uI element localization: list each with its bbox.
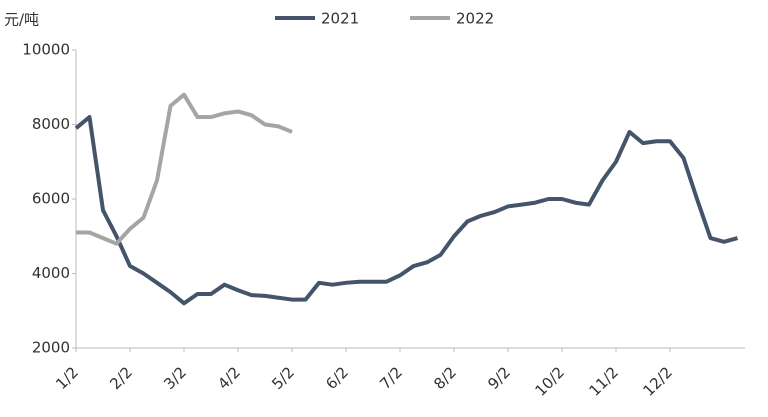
y-tick-label: 2000 — [32, 339, 70, 357]
x-tick-label: 12/2 — [639, 363, 676, 400]
x-tick-label: 5/2 — [268, 363, 298, 393]
y-axis-label: 元/吨 — [4, 11, 39, 29]
y-tick-label: 4000 — [32, 264, 70, 282]
legend-label: 2021 — [321, 10, 359, 28]
x-tick-label: 6/2 — [322, 363, 352, 393]
x-tick-label: 11/2 — [585, 363, 622, 400]
x-tick-label: 2/2 — [106, 363, 136, 393]
x-tick-label: 9/2 — [484, 363, 514, 393]
y-tick-label: 10000 — [22, 41, 70, 59]
x-tick-label: 1/2 — [52, 363, 82, 393]
y-tick-label: 8000 — [32, 115, 70, 133]
x-tick-label: 4/2 — [214, 363, 244, 393]
series-line — [76, 92, 293, 246]
x-tick-label: 8/2 — [430, 363, 460, 393]
series-line — [74, 115, 739, 306]
x-tick-label: 7/2 — [376, 363, 406, 393]
x-tick-label: 3/2 — [160, 363, 190, 393]
y-tick-label: 6000 — [32, 190, 70, 208]
legend-label: 2022 — [456, 10, 494, 28]
x-tick-label: 10/2 — [531, 363, 568, 400]
